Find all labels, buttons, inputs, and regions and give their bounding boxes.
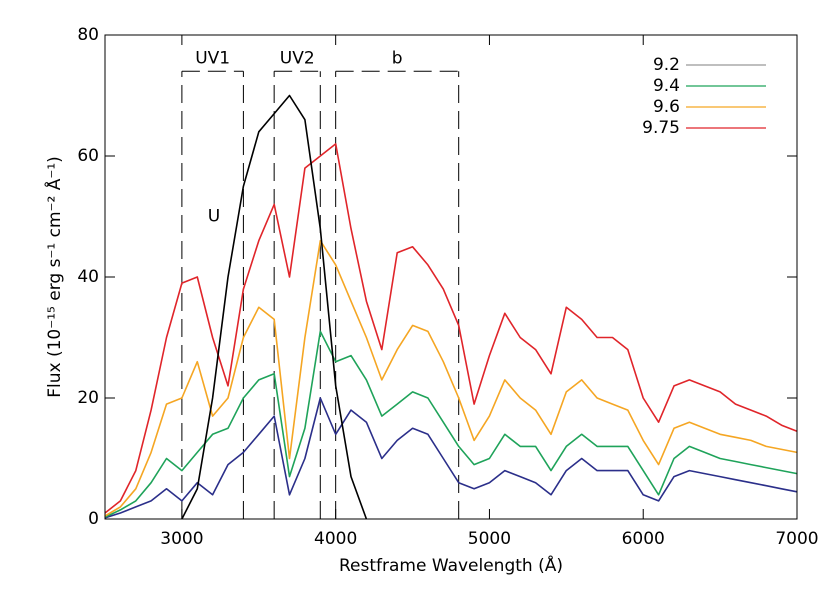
filter-label: UV2 [280, 48, 315, 68]
x-tick-label: 4000 [314, 529, 357, 549]
x-axis-label: Restframe Wavelength (Å) [339, 554, 563, 576]
y-tick-label: 60 [77, 146, 99, 166]
x-tick-label: 3000 [160, 529, 203, 549]
spectrum-line [104, 330, 798, 518]
x-tick-label: 6000 [622, 529, 665, 549]
plot-frame [104, 34, 798, 520]
y-axis-label: Flux (10⁻¹⁵ erg s⁻¹ cm⁻² Å⁻¹) [43, 156, 65, 398]
legend-label: 9.6 [653, 97, 680, 117]
filter-label: UV1 [195, 48, 230, 68]
spectrum-line [104, 143, 798, 514]
spectrum-line [104, 397, 798, 519]
x-tick-label: 5000 [468, 529, 511, 549]
y-tick-label: 80 [77, 25, 99, 45]
filter-curve-label: U [208, 207, 220, 227]
y-tick-label: 0 [88, 509, 99, 529]
spectrum-line [104, 239, 798, 517]
y-tick-label: 40 [77, 267, 99, 287]
y-tick-label: 20 [77, 388, 99, 408]
x-tick-label: 7000 [775, 529, 818, 549]
legend-label: 9.2 [653, 55, 680, 75]
legend-label: 9.75 [642, 118, 680, 138]
filter-label: b [392, 48, 403, 68]
filter-curve [181, 94, 368, 520]
legend-label: 9.4 [653, 76, 680, 96]
